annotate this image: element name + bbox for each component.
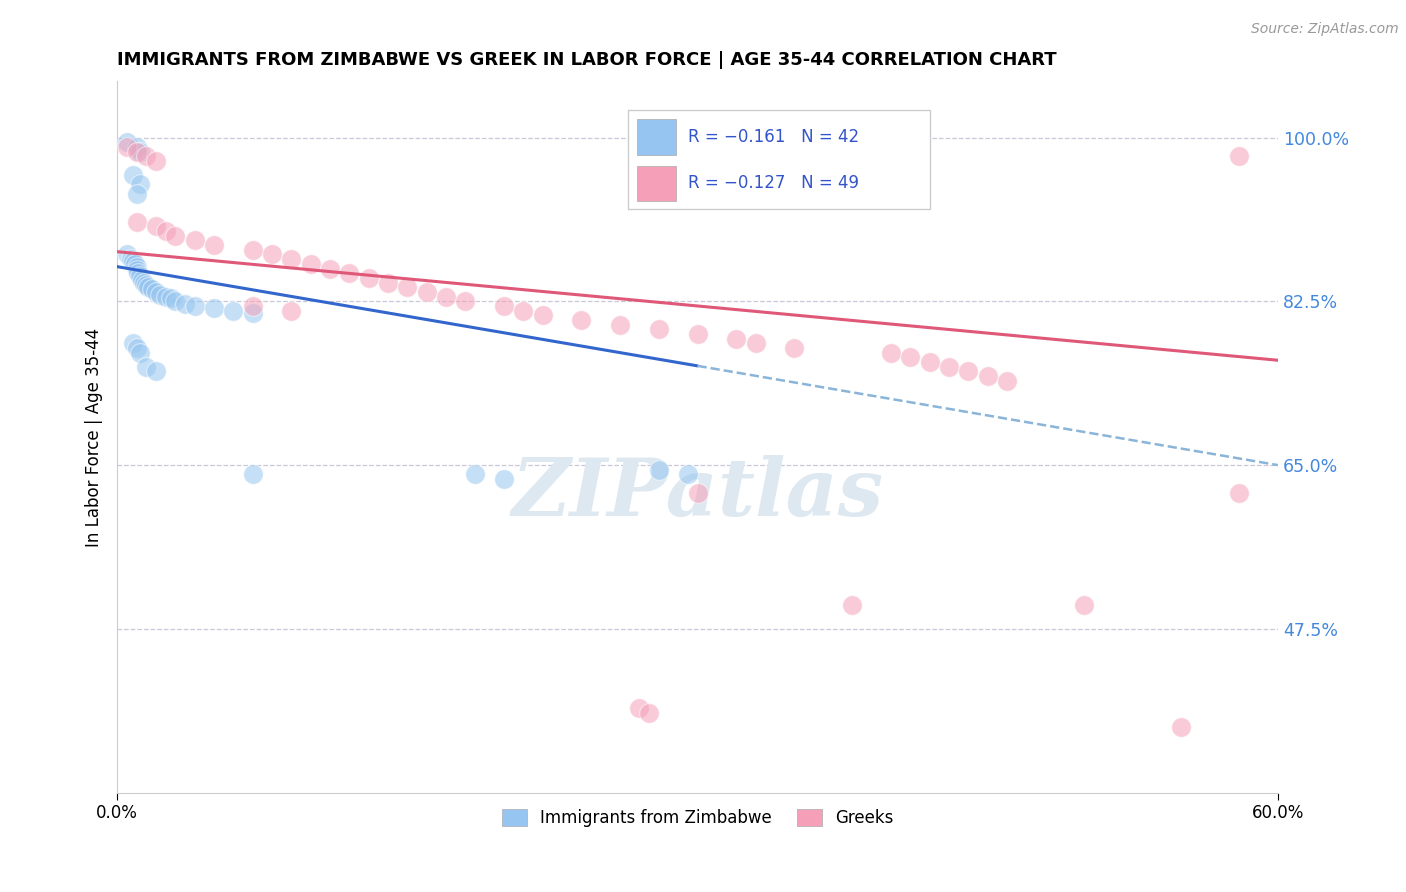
Point: [129, 178, 152, 192]
Point: [494, 299, 516, 313]
Point: [676, 467, 699, 482]
Point: [115, 247, 138, 261]
Text: ZIPatlas: ZIPatlas: [512, 455, 883, 533]
Point: [145, 153, 167, 168]
Point: [121, 336, 143, 351]
Point: [609, 318, 631, 332]
Point: [155, 224, 177, 238]
Point: [377, 276, 399, 290]
Text: Source: ZipAtlas.com: Source: ZipAtlas.com: [1251, 22, 1399, 37]
Point: [242, 243, 264, 257]
Point: [898, 351, 921, 365]
Point: [415, 285, 437, 299]
Point: [145, 364, 167, 378]
Point: [357, 271, 380, 285]
Point: [337, 266, 360, 280]
Point: [686, 326, 709, 341]
Point: [121, 168, 143, 182]
Point: [638, 706, 661, 720]
Point: [628, 701, 651, 715]
Point: [129, 268, 152, 283]
Legend: Immigrants from Zimbabwe, Greeks: Immigrants from Zimbabwe, Greeks: [495, 803, 900, 834]
Point: [115, 140, 138, 154]
Point: [125, 186, 148, 201]
Point: [783, 341, 806, 355]
Point: [134, 276, 156, 290]
Point: [124, 257, 146, 271]
Point: [202, 238, 225, 252]
Point: [995, 374, 1018, 388]
Point: [648, 322, 671, 336]
Point: [121, 254, 143, 268]
Point: [434, 290, 457, 304]
Point: [135, 149, 157, 163]
Point: [129, 345, 152, 359]
Point: [319, 261, 342, 276]
Point: [125, 260, 148, 274]
Point: [454, 294, 477, 309]
Point: [1073, 599, 1095, 613]
Point: [136, 280, 159, 294]
Point: [464, 467, 486, 482]
Point: [131, 273, 153, 287]
Point: [880, 345, 903, 359]
Point: [115, 135, 138, 149]
Point: [648, 463, 671, 477]
Point: [160, 292, 183, 306]
Point: [174, 297, 197, 311]
Point: [183, 234, 205, 248]
Point: [280, 303, 302, 318]
Text: IMMIGRANTS FROM ZIMBABWE VS GREEK IN LABOR FORCE | AGE 35-44 CORRELATION CHART: IMMIGRANTS FROM ZIMBABWE VS GREEK IN LAB…: [117, 51, 1057, 69]
Point: [135, 278, 157, 293]
Point: [1227, 149, 1250, 163]
Point: [242, 299, 264, 313]
Point: [1227, 486, 1250, 500]
Point: [976, 369, 998, 384]
Point: [165, 228, 187, 243]
Point: [129, 145, 152, 159]
Point: [938, 359, 960, 374]
Point: [957, 364, 980, 378]
Point: [571, 313, 593, 327]
Point: [165, 294, 187, 309]
Point: [125, 341, 148, 355]
Point: [127, 266, 149, 280]
Point: [260, 247, 283, 261]
Point: [145, 219, 167, 234]
Point: [149, 287, 172, 301]
Point: [120, 252, 142, 267]
Point: [686, 486, 709, 500]
Point: [299, 257, 322, 271]
Point: [396, 280, 419, 294]
Point: [725, 332, 748, 346]
Point: [494, 472, 516, 486]
Point: [145, 285, 167, 299]
Point: [841, 599, 863, 613]
Point: [202, 301, 225, 315]
Point: [125, 215, 148, 229]
Point: [155, 290, 177, 304]
Point: [512, 303, 534, 318]
Y-axis label: In Labor Force | Age 35-44: In Labor Force | Age 35-44: [86, 327, 103, 547]
Point: [744, 336, 766, 351]
Point: [531, 309, 554, 323]
Point: [141, 282, 163, 296]
Point: [1170, 720, 1192, 734]
Point: [125, 140, 148, 154]
Point: [125, 145, 148, 159]
Point: [280, 252, 302, 267]
Point: [242, 467, 264, 482]
Point: [222, 303, 245, 318]
Point: [125, 263, 148, 277]
Point: [918, 355, 941, 369]
Point: [183, 299, 205, 313]
Point: [135, 359, 157, 374]
Point: [242, 306, 264, 320]
